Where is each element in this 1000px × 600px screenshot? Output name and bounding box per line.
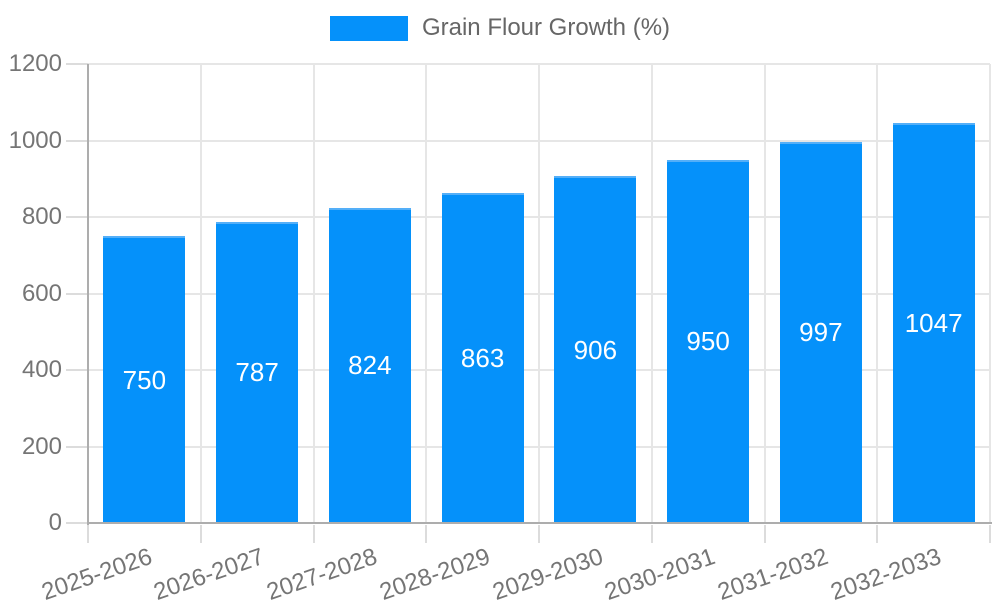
x-axis-tick (425, 525, 428, 543)
y-axis-tick (66, 369, 88, 371)
x-axis-tick (876, 525, 879, 543)
x-gridline (989, 64, 991, 523)
bar-2027-2028[interactable] (328, 207, 411, 523)
bar-2031-2032[interactable] (779, 141, 862, 523)
bar-value-label: 950 (686, 326, 730, 357)
bar-2028-2029[interactable] (441, 192, 524, 523)
x-axis-tick (199, 525, 202, 543)
legend-swatch-icon (329, 15, 408, 41)
legend-label: Grain Flour Growth (%) (421, 14, 671, 41)
bar-value-label: 1047 (904, 307, 963, 338)
x-axis-tick-label: 2031-2032 (714, 543, 832, 600)
bar-value-label: 906 (573, 334, 618, 365)
legend[interactable]: Grain Flour Growth (%) (0, 14, 1000, 42)
x-axis-tick-label: 2028-2029 (376, 543, 494, 600)
bar-2032-2033[interactable] (892, 122, 975, 523)
x-axis-tick (989, 525, 991, 543)
bar-value-label: 787 (235, 357, 279, 388)
x-gridline (425, 64, 428, 523)
y-axis-tick-label: 600 (21, 279, 62, 307)
y-axis-tick-label: 800 (21, 203, 62, 230)
x-gridline (763, 64, 766, 523)
y-axis-tick-label: 200 (21, 432, 62, 460)
x-axis-tick-label: 2026-2027 (150, 543, 268, 600)
y-axis-tick-label: 400 (21, 356, 62, 383)
y-axis-tick (66, 292, 88, 295)
x-gridline (650, 64, 653, 523)
x-axis-tick-label: 2029-2030 (488, 543, 607, 600)
x-axis-tick (650, 525, 653, 543)
y-axis-tick (66, 216, 88, 218)
x-axis-tick (763, 525, 766, 543)
y-axis-tick-label: 1200 (8, 50, 62, 77)
x-axis-tick-label: 2030-2031 (601, 543, 719, 600)
bar-2029-2030[interactable] (554, 176, 637, 523)
x-axis-tick-label: 2025-2026 (37, 543, 156, 600)
x-gridline (312, 64, 315, 523)
y-axis-tick-label: 1000 (8, 126, 62, 154)
x-gridline (876, 64, 879, 523)
x-axis-tick (87, 525, 89, 543)
y-axis-tick (66, 139, 88, 142)
bar-value-label: 997 (799, 317, 843, 348)
y-axis-tick (66, 522, 88, 524)
y-axis-tick (66, 445, 88, 448)
bar-2025-2026[interactable] (103, 236, 186, 523)
bar-2026-2027[interactable] (216, 221, 299, 523)
y-axis-tick-label: 0 (48, 509, 62, 536)
bar-value-label: 863 (460, 342, 505, 373)
x-gridline (199, 64, 202, 523)
x-axis-tick-label: 2032-2033 (827, 543, 945, 600)
bar-value-label: 750 (122, 364, 167, 395)
x-axis-tick (312, 525, 315, 543)
x-axis-line (88, 522, 992, 524)
x-gridline (538, 64, 540, 523)
y-axis-line (87, 64, 89, 525)
bar-value-label: 824 (348, 350, 392, 381)
x-axis-tick (538, 525, 540, 543)
x-axis-tick-label: 2027-2028 (263, 543, 381, 600)
bar-2030-2031[interactable] (667, 159, 750, 523)
y-axis-tick (66, 63, 88, 65)
